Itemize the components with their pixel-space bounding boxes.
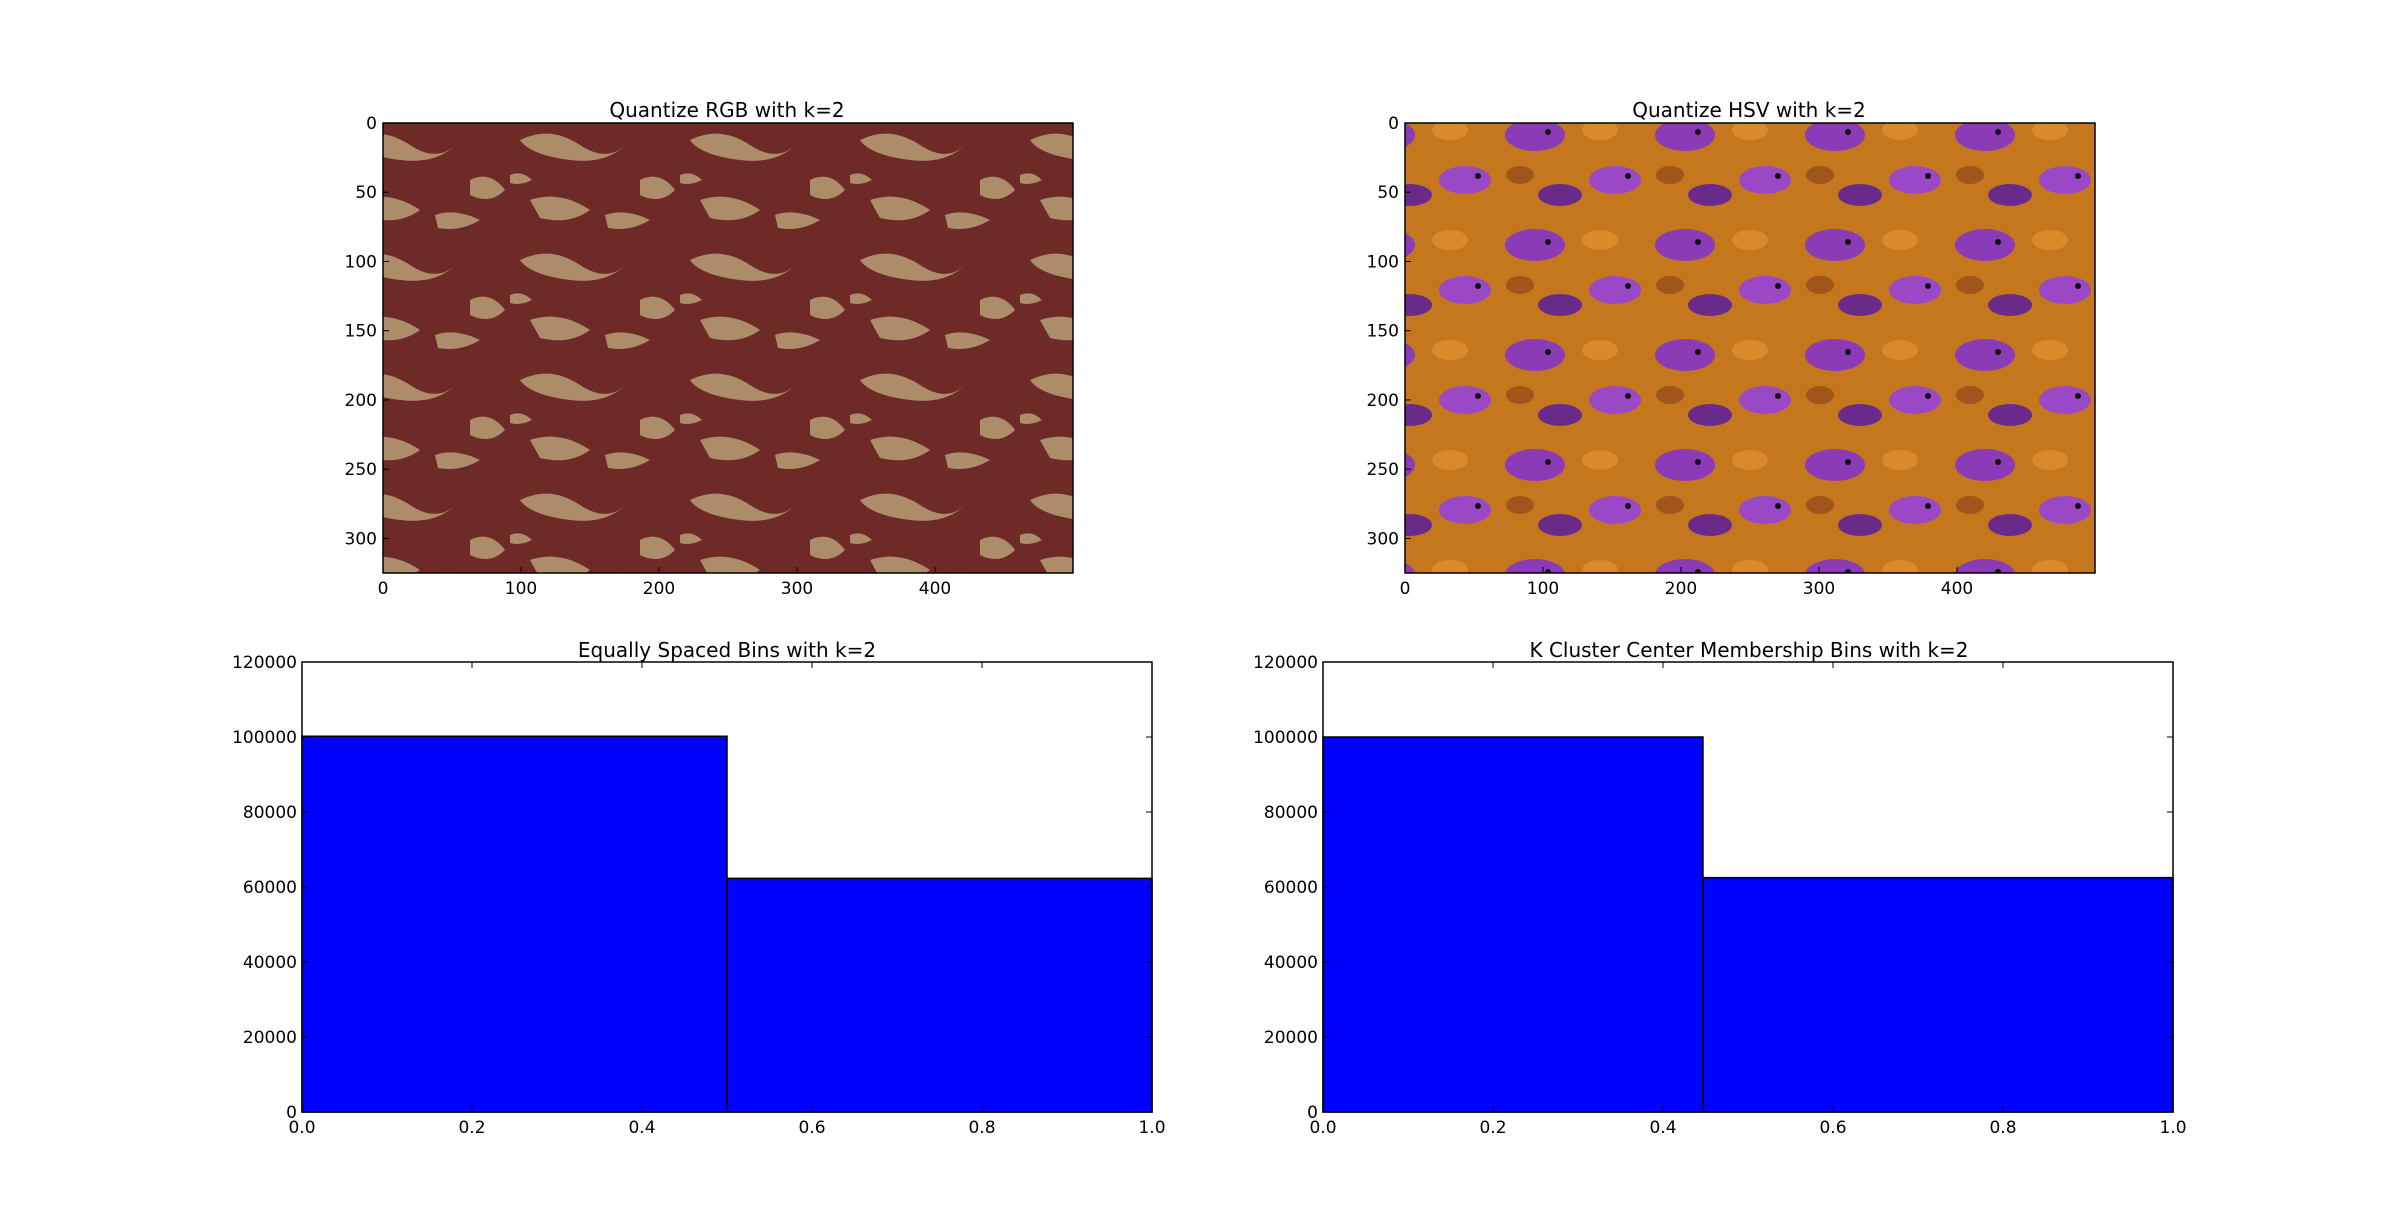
histogram-equal-bins: Equally Spaced Bins with k=2 0.0 0.2 0.4 0.… bbox=[232, 638, 1165, 1138]
y-tick-label: 200 bbox=[1367, 391, 1399, 411]
x-tick-label: 200 bbox=[643, 579, 675, 599]
chart-equal-bins-plot: 0.0 0.2 0.4 0.6 0.8 1.0 0 20000 40000 60000 80000 1… bbox=[232, 653, 1165, 1138]
quantized-rgb-image bbox=[383, 123, 1073, 573]
y-tick-label: 20000 bbox=[243, 1028, 297, 1048]
x-tick-label: 0 bbox=[1400, 579, 1411, 599]
image-axes-hsv: 0 100 200 300 400 0 50 100 150 200 250 300 bbox=[1367, 114, 1974, 599]
y-tick-label: 100 bbox=[345, 252, 377, 272]
panel-rgb-image: Quantize RGB with k=2 0 100 200 300 400 0 50 10… bbox=[345, 98, 1074, 599]
histogram-bar bbox=[1322, 736, 1704, 1113]
x-tick-label: 0.8 bbox=[1989, 1118, 2016, 1138]
quantized-hsv-image bbox=[1405, 123, 2095, 573]
x-tick-label: 0.2 bbox=[458, 1118, 485, 1138]
histogram-bar bbox=[726, 877, 1153, 1113]
x-tick-label: 0.0 bbox=[1309, 1118, 1336, 1138]
x-tick-label: 0.0 bbox=[288, 1118, 315, 1138]
x-tick-label: 300 bbox=[1803, 579, 1835, 599]
chart-cluster-bins-plot: 0.0 0.2 0.4 0.6 0.8 1.0 0 20000 40000 60000 80000 1… bbox=[1253, 653, 2186, 1138]
y-tick-label: 300 bbox=[345, 529, 377, 549]
y-tick-label: 100000 bbox=[232, 728, 297, 748]
y-tick-label: 150 bbox=[345, 322, 377, 342]
y-tick-label: 0 bbox=[286, 1103, 297, 1123]
y-tick-label: 120000 bbox=[232, 653, 297, 673]
histogram-cluster-bins: K Cluster Center Membership Bins with k=… bbox=[1253, 638, 2186, 1138]
x-tick-label: 400 bbox=[1941, 579, 1973, 599]
panel-title-hsv: Quantize HSV with k=2 bbox=[1632, 98, 1866, 122]
image-axes-rgb: 0 100 200 300 400 0 50 100 150 200 250 300 bbox=[345, 114, 952, 599]
x-tick-label: 0.6 bbox=[798, 1118, 825, 1138]
chart-title-equal-bins: Equally Spaced Bins with k=2 bbox=[578, 638, 876, 662]
x-tick-label: 0.4 bbox=[1649, 1118, 1676, 1138]
y-tick-label: 300 bbox=[1367, 529, 1399, 549]
image-frame-hsv bbox=[1404, 122, 2096, 574]
x-tick-label: 300 bbox=[781, 579, 813, 599]
y-tick-label: 250 bbox=[345, 460, 377, 480]
panel-hsv-image: Quantize HSV with k=2 0 100 200 300 400 0 50 10… bbox=[1367, 98, 2096, 599]
y-tick-label: 60000 bbox=[243, 878, 297, 898]
x-tick-label: 0.2 bbox=[1479, 1118, 1506, 1138]
y-tick-label: 100000 bbox=[1253, 728, 1318, 748]
y-tick-label: 0 bbox=[1388, 114, 1399, 134]
y-tick-label: 60000 bbox=[1264, 878, 1318, 898]
x-tick-label: 100 bbox=[1527, 579, 1559, 599]
x-tick-label: 400 bbox=[919, 579, 951, 599]
y-tick-label: 120000 bbox=[1253, 653, 1318, 673]
x-tick-label: 0.6 bbox=[1819, 1118, 1846, 1138]
y-tick-label: 100 bbox=[1367, 252, 1399, 272]
y-tick-label: 50 bbox=[355, 183, 377, 203]
y-tick-label: 80000 bbox=[243, 803, 297, 823]
y-tick-label: 0 bbox=[1307, 1103, 1318, 1123]
x-tick-label: 200 bbox=[1665, 579, 1697, 599]
histogram-bar bbox=[301, 735, 728, 1113]
image-frame-rgb bbox=[382, 122, 1074, 574]
x-tick-label: 0 bbox=[378, 579, 389, 599]
chart-title-cluster-bins: K Cluster Center Membership Bins with k=… bbox=[1529, 638, 1968, 662]
histogram-bar bbox=[1702, 876, 2174, 1113]
x-tick-label: 0.8 bbox=[968, 1118, 995, 1138]
y-tick-label: 250 bbox=[1367, 460, 1399, 480]
y-tick-label: 40000 bbox=[243, 953, 297, 973]
y-tick-label: 200 bbox=[345, 391, 377, 411]
y-tick-label: 150 bbox=[1367, 322, 1399, 342]
x-tick-label: 100 bbox=[505, 579, 537, 599]
panel-title-rgb: Quantize RGB with k=2 bbox=[609, 98, 844, 122]
y-tick-label: 40000 bbox=[1264, 953, 1318, 973]
y-tick-label: 50 bbox=[1377, 183, 1399, 203]
x-tick-label: 0.4 bbox=[628, 1118, 655, 1138]
y-tick-label: 80000 bbox=[1264, 803, 1318, 823]
y-tick-label: 20000 bbox=[1264, 1028, 1318, 1048]
x-tick-label: 1.0 bbox=[1138, 1118, 1165, 1138]
y-tick-label: 0 bbox=[366, 114, 377, 134]
x-tick-label: 1.0 bbox=[2159, 1118, 2186, 1138]
